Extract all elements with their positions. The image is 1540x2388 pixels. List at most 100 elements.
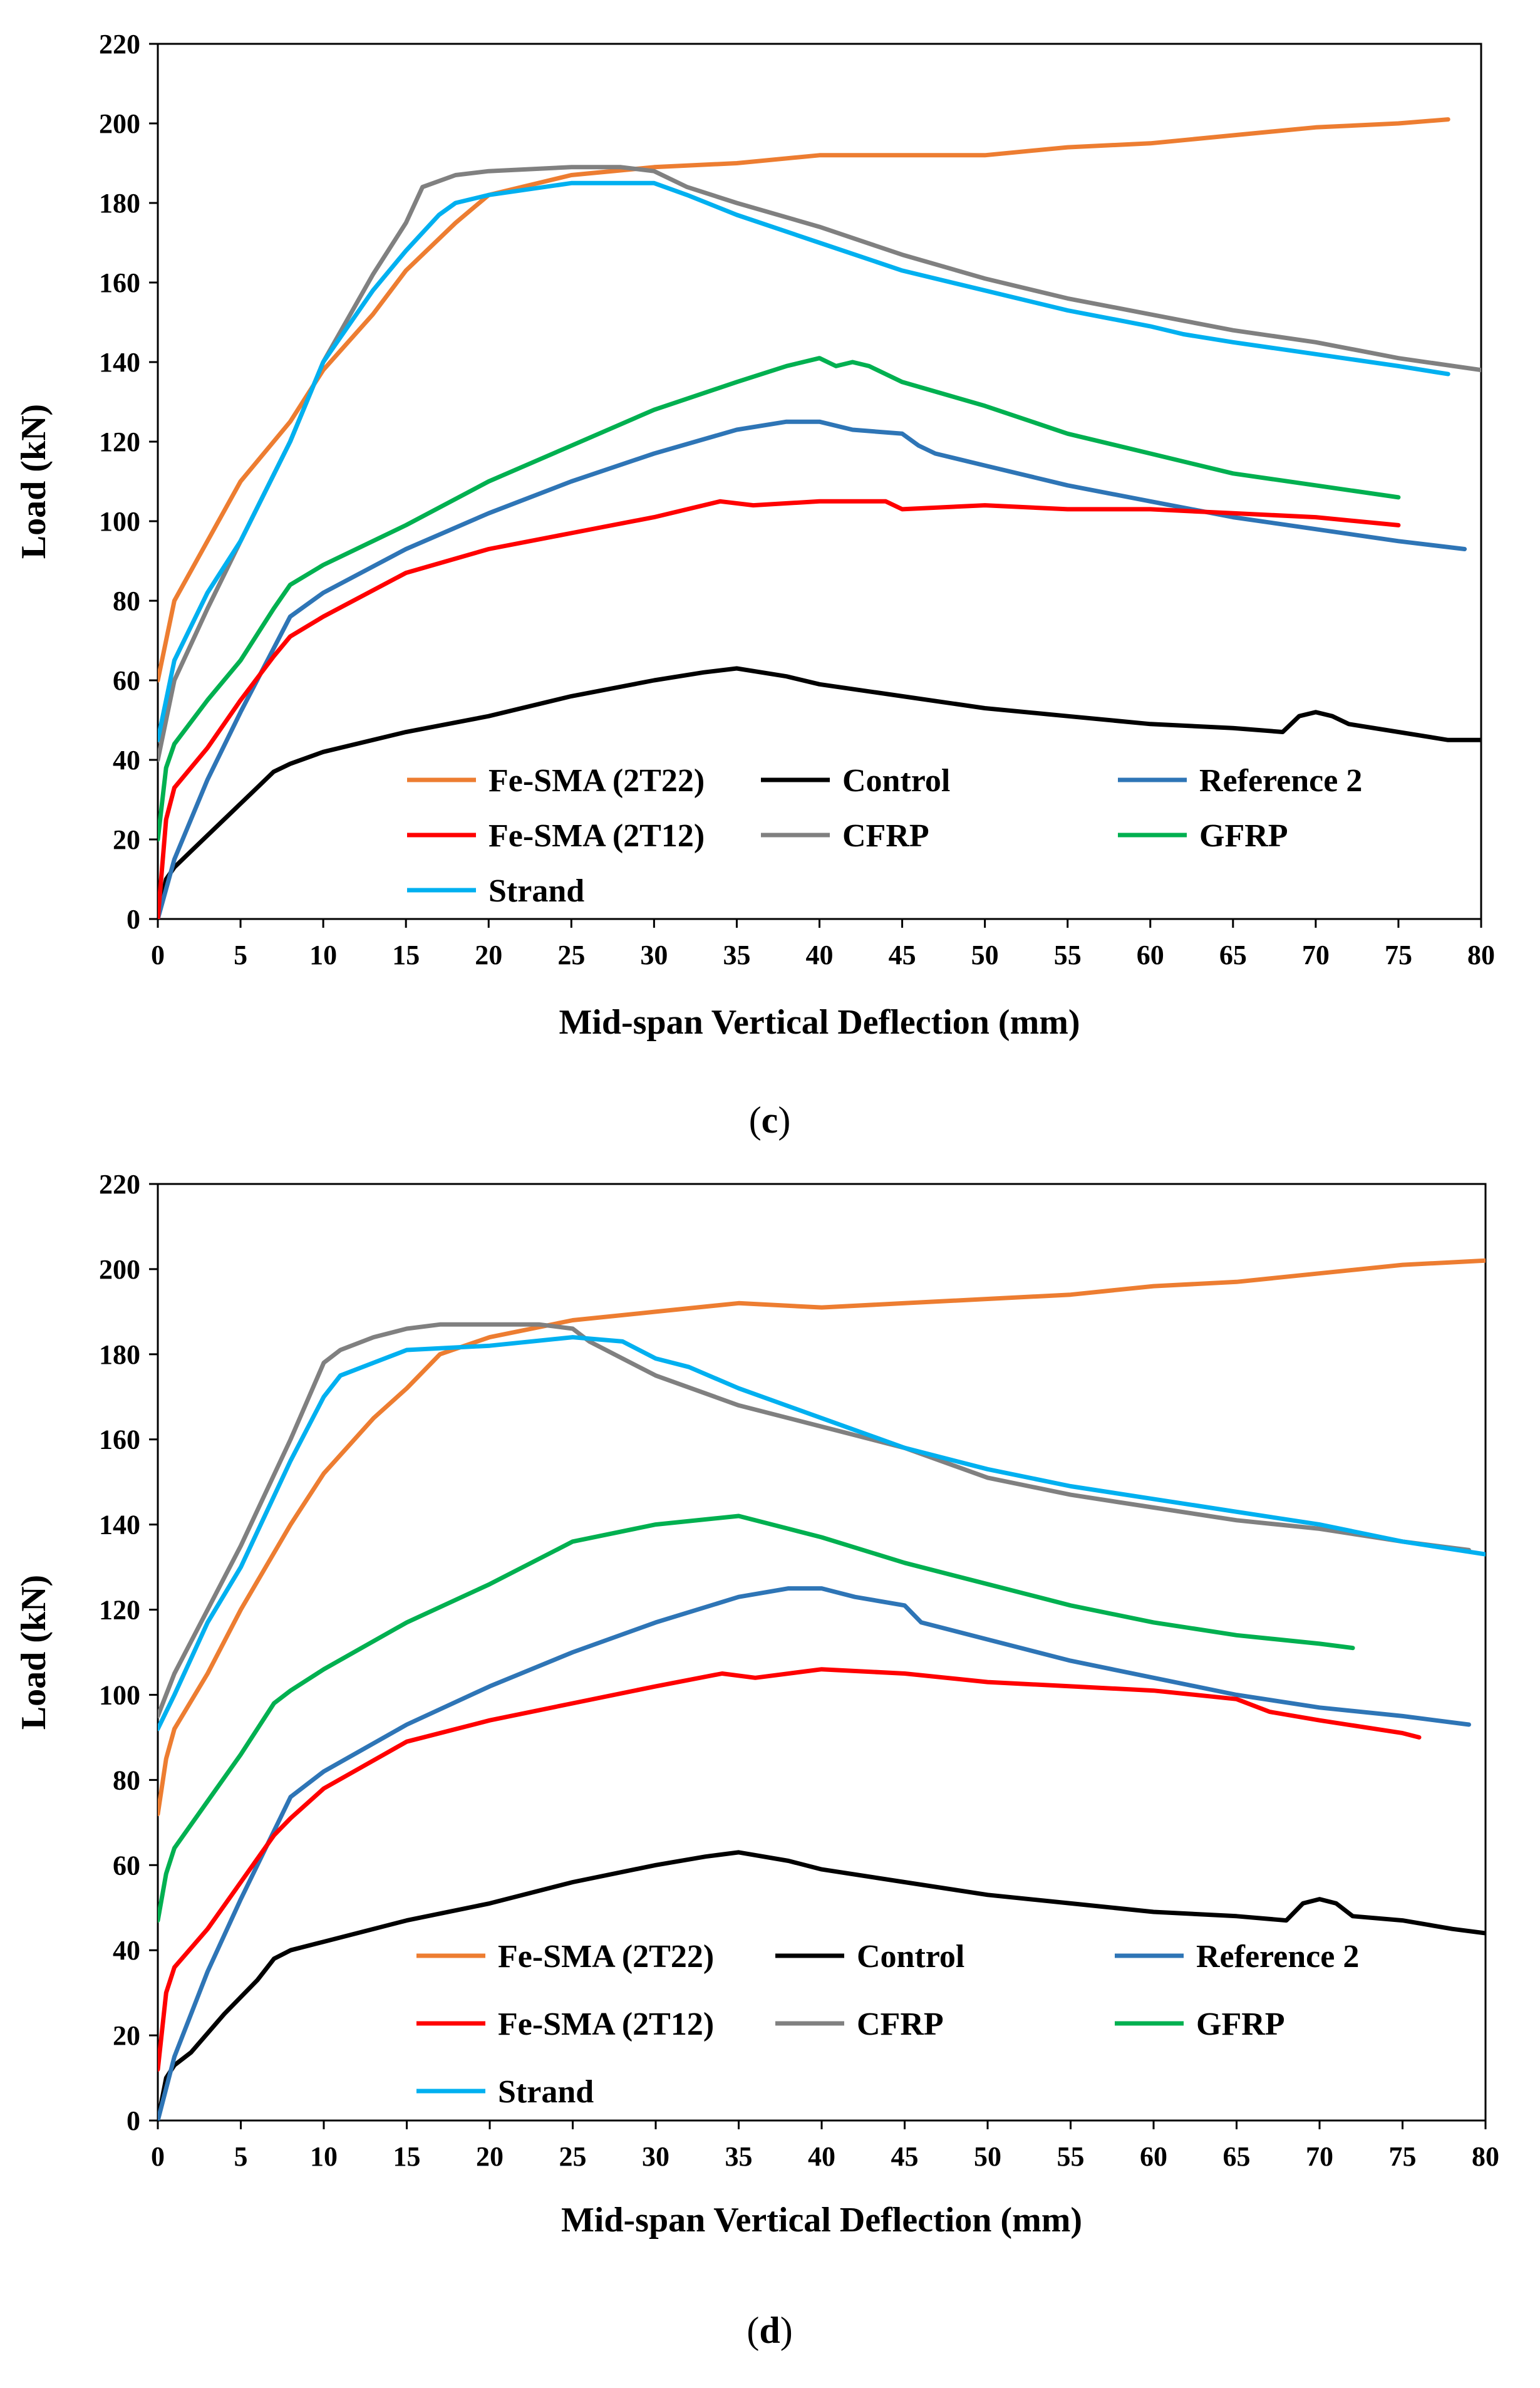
series-line-cfrp: [158, 1322, 1471, 1718]
series-line-strand: [158, 180, 1450, 742]
x-tick-label: 10: [310, 2141, 338, 2172]
x-tick-label: 80: [1467, 940, 1495, 970]
legend-label-fe-sma-2t22: Fe-SMA (2T22): [498, 1939, 714, 1975]
caption-close: ): [780, 2310, 793, 2351]
y-tick-label: 100: [99, 1679, 140, 1710]
y-tick-label: 60: [113, 1850, 140, 1881]
legend: Fe-SMA (2T22) Control Reference 2 Fe-SMA (2…: [407, 763, 1362, 909]
chart-panel-c: 0 5 10 15 20 25 30 35 40 45 50 55 60 65 70 75 80 0 20 40 60 8…: [14, 29, 1495, 1141]
x-tick-label: 5: [234, 940, 247, 970]
x-tick-label: 70: [1306, 2141, 1333, 2172]
legend-label-reference-2: Reference 2: [1199, 763, 1362, 799]
x-tick-label: 0: [151, 940, 165, 970]
legend-label-strand: Strand: [488, 873, 584, 909]
x-tick-label: 30: [640, 940, 668, 970]
y-tick-label: 20: [113, 2020, 140, 2051]
caption-close: ): [778, 1099, 790, 1141]
series-line-control: [158, 1850, 1486, 2121]
series-line-gfrp: [158, 356, 1401, 842]
x-tick-label: 0: [151, 2141, 165, 2172]
y-tick-label: 80: [113, 586, 140, 616]
x-axis-label: Mid-span Vertical Deflection (mm): [559, 1003, 1080, 1042]
x-tick-label: 40: [808, 2141, 835, 2172]
x-tick-label: 35: [723, 940, 750, 970]
series-line-strand: [158, 1335, 1486, 1731]
legend-label-gfrp: GFRP: [1196, 2006, 1285, 2042]
x-tick-label: 20: [475, 940, 502, 970]
y-tick-label: 200: [99, 108, 140, 139]
y-tick-label: 140: [99, 1510, 140, 1540]
x-tick-label: 15: [393, 2141, 421, 2172]
legend-label-fe-sma-2t22: Fe-SMA (2T22): [488, 763, 705, 799]
y-tick-label: 180: [99, 188, 140, 219]
chart-panel-d: 0 5 10 15 20 25 30 35 40 45 50 55 60 65 70 75 80 0 20 40 60 8…: [14, 1169, 1499, 2351]
x-tick-label: 15: [392, 940, 420, 970]
series-line-reference-2: [158, 419, 1467, 919]
y-axis-label: Load (kN): [14, 404, 53, 559]
x-tick-label: 35: [725, 2141, 753, 2172]
x-tick-label: 50: [974, 2141, 1001, 2172]
x-tick-label: 65: [1219, 940, 1247, 970]
y-tick-label: 0: [127, 904, 140, 935]
y-tick-label: 60: [113, 665, 140, 696]
panel-caption: (d): [747, 2310, 792, 2351]
legend-label-reference-2: Reference 2: [1196, 1939, 1359, 1975]
y-tick-label: 0: [127, 2105, 140, 2136]
x-tick-label: 50: [971, 940, 999, 970]
y-tick-label: 100: [99, 506, 140, 537]
y-axis-label: Load (kN): [14, 1575, 53, 1730]
x-tick-label: 55: [1057, 2141, 1085, 2172]
x-tick-label: 30: [642, 2141, 669, 2172]
y-tick-label: 200: [99, 1254, 140, 1285]
caption-open: (: [747, 2310, 759, 2351]
x-tick-label: 20: [476, 2141, 504, 2172]
y-tick-label: 160: [99, 267, 140, 298]
x-tick-label: 60: [1137, 940, 1164, 970]
series-group: [158, 1258, 1486, 2121]
x-tick-label: 45: [889, 940, 916, 970]
y-tick-label: 220: [99, 29, 140, 60]
series-line-fe-sma-2t12: [158, 1667, 1422, 2072]
x-tick-label: 75: [1385, 940, 1412, 970]
y-tick-label: 140: [99, 347, 140, 378]
x-tick-label: 80: [1472, 2141, 1499, 2172]
x-tick-label: 10: [309, 940, 337, 970]
x-tick-label: 40: [806, 940, 834, 970]
x-tick-label: 55: [1054, 940, 1082, 970]
x-tick-label: 75: [1389, 2141, 1417, 2172]
series-line-control: [158, 666, 1481, 919]
legend-label-gfrp: GFRP: [1199, 818, 1288, 854]
x-tick-label: 45: [891, 2141, 919, 2172]
x-tick-label: 70: [1302, 940, 1330, 970]
legend-label-control: Control: [857, 1939, 964, 1975]
panel-caption: (c): [749, 1099, 791, 1141]
x-tick-label: 25: [559, 2141, 587, 2172]
y-tick-label: 220: [99, 1169, 140, 1200]
caption-open: (: [749, 1099, 762, 1141]
legend-label-fe-sma-2t12: Fe-SMA (2T12): [488, 818, 705, 854]
series-group: [158, 117, 1481, 919]
y-tick-label: 20: [113, 824, 140, 855]
series-line-fe-sma-2t22: [158, 117, 1450, 683]
y-tick-label: 160: [99, 1425, 140, 1455]
legend-label-control: Control: [842, 763, 950, 799]
legend-label-fe-sma-2t12: Fe-SMA (2T12): [498, 2006, 714, 2042]
x-tick-label: 25: [557, 940, 585, 970]
legend-label-strand: Strand: [498, 2074, 594, 2110]
y-tick-label: 40: [113, 745, 140, 776]
y-tick-label: 120: [99, 427, 140, 457]
x-tick-label: 5: [234, 2141, 248, 2172]
series-line-gfrp: [158, 1513, 1355, 1923]
series-line-fe-sma-2t12: [158, 499, 1401, 919]
y-tick-label: 40: [113, 1935, 140, 1966]
legend: Fe-SMA (2T22) Control Reference 2 Fe-SMA (2…: [416, 1939, 1359, 2110]
x-tick-label: 65: [1223, 2141, 1251, 2172]
x-axis-label: Mid-span Vertical Deflection (mm): [561, 2201, 1082, 2240]
legend-label-cfrp: CFRP: [857, 2006, 944, 2042]
x-tick-label: 60: [1140, 2141, 1167, 2172]
series-line-cfrp: [158, 165, 1481, 762]
series-line-fe-sma-2t22: [158, 1258, 1486, 1817]
y-tick-label: 180: [99, 1339, 140, 1370]
legend-label-cfrp: CFRP: [842, 818, 929, 854]
